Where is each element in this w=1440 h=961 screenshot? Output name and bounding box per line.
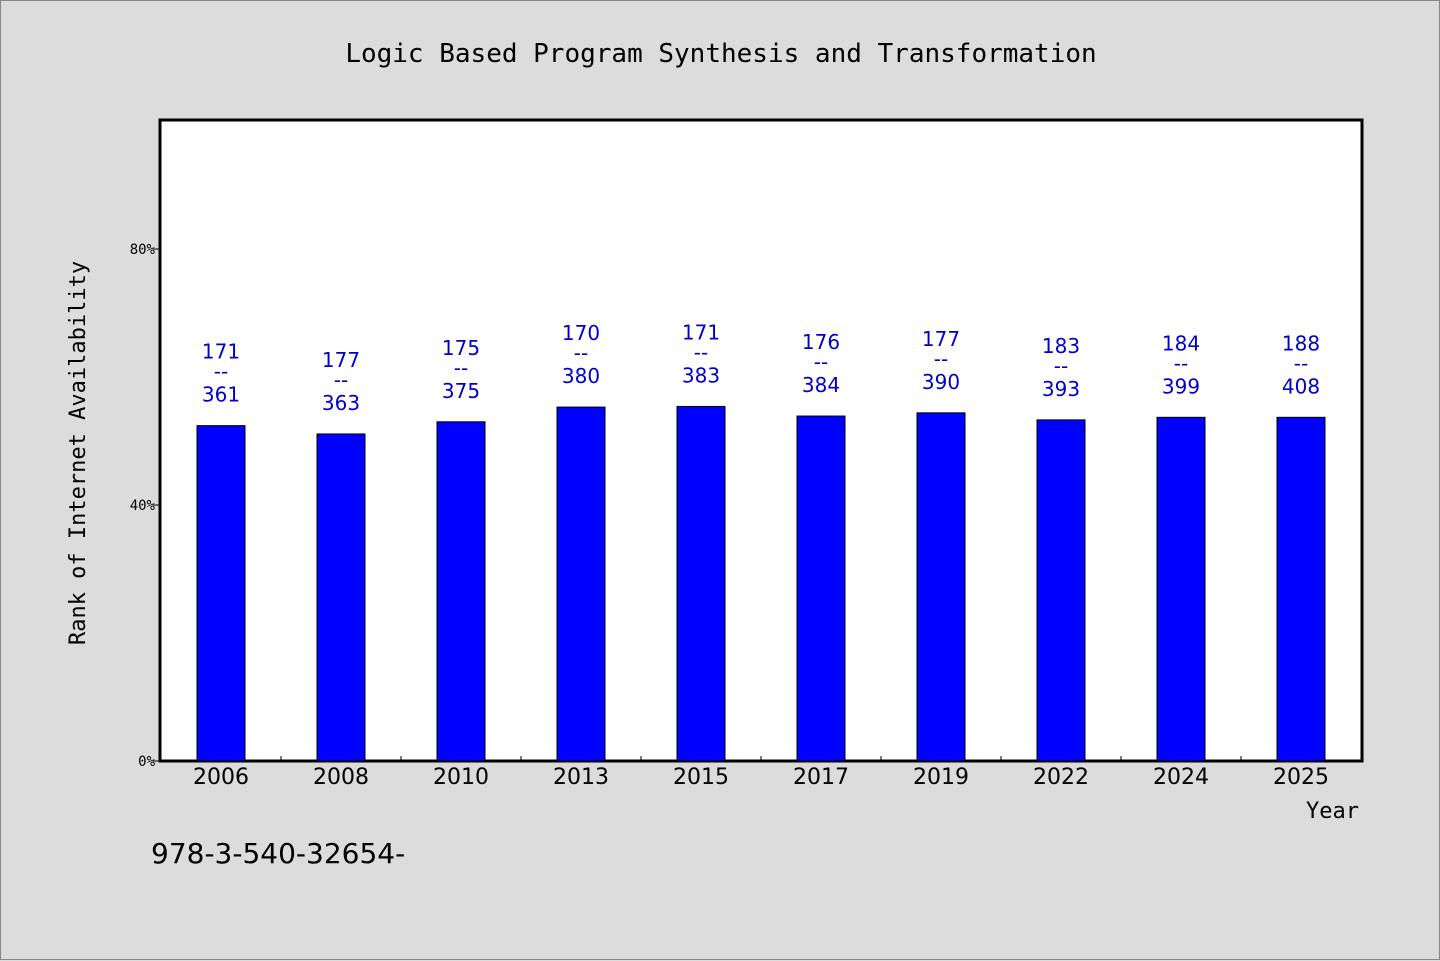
x-tick-label-2025: 2025	[1273, 765, 1329, 790]
bar-2008	[316, 433, 366, 762]
x-axis: 2006 2008 2010 2013 2015 2017 2019 2022 2024 2025	[193, 756, 1329, 790]
bar-label-top-2025: 188	[1282, 331, 1320, 355]
bar-label-top-2015: 171	[682, 320, 720, 344]
bar-label-top-2019: 177	[922, 327, 960, 351]
y-tick-label: 80%	[130, 242, 156, 258]
x-tick-label-2008: 2008	[313, 765, 369, 790]
bar-label-separator-2025: --	[1294, 351, 1308, 375]
bar-2010	[436, 421, 486, 762]
bar-2019	[916, 412, 966, 762]
bar-2025	[1276, 416, 1326, 762]
x-axis-label: Year	[1306, 799, 1359, 824]
y-tick-label: 40%	[130, 498, 156, 514]
bar-label-separator-2015: --	[694, 340, 708, 364]
x-tick-label-2015: 2015	[673, 765, 729, 790]
x-tick-label-2024: 2024	[1153, 765, 1209, 790]
x-tick-label-2019: 2019	[913, 765, 969, 790]
bars-group	[196, 405, 1326, 762]
bar-label-bottom-2013: 380	[562, 364, 600, 388]
bar-label-bottom-2017: 384	[802, 373, 840, 397]
bar-2024	[1156, 416, 1206, 762]
bar-label-separator-2019: --	[934, 347, 948, 371]
isbn-text: 978-3-540-32654-	[151, 837, 405, 870]
bar-label-top-2022: 183	[1042, 334, 1080, 358]
bar-2013	[556, 406, 606, 762]
bar-2006	[196, 425, 246, 762]
bar-label-top-2013: 170	[562, 321, 600, 345]
bar-label-bottom-2024: 399	[1162, 374, 1200, 398]
bar-label-bottom-2015: 383	[682, 363, 720, 387]
bar-label-top-2010: 175	[442, 336, 480, 360]
x-tick-label-2010: 2010	[433, 765, 489, 790]
bar-label-separator-2024: --	[1174, 351, 1188, 375]
bar-label-top-2008: 177	[322, 348, 360, 372]
bar-label-separator-2010: --	[454, 356, 468, 380]
bar-2022	[1036, 419, 1086, 762]
bar-2017	[796, 415, 846, 762]
bar-label-bottom-2019: 390	[922, 370, 960, 394]
x-tick-label-2013: 2013	[553, 765, 609, 790]
bar-label-separator-2006: --	[214, 360, 228, 384]
y-axis-label: Rank of Internet Availability	[66, 261, 91, 645]
bar-label-bottom-2008: 363	[322, 391, 360, 415]
bar-label-bottom-2010: 375	[442, 379, 480, 403]
bar-label-separator-2008: --	[334, 368, 348, 392]
x-tick-label-2017: 2017	[793, 765, 849, 790]
bar-label-top-2006: 171	[202, 340, 240, 364]
chart-title: Logic Based Program Synthesis and Transf…	[345, 39, 1096, 69]
y-tick-label: 0%	[138, 754, 155, 770]
bar-label-bottom-2022: 393	[1042, 377, 1080, 401]
bar-label-top-2024: 184	[1162, 331, 1200, 355]
bar-2015	[676, 405, 726, 762]
y-axis: 0% 40% 80%	[130, 242, 161, 770]
bar-label-bottom-2025: 408	[1282, 374, 1320, 398]
x-tick-label-2006: 2006	[193, 765, 249, 790]
bar-label-bottom-2006: 361	[202, 383, 240, 407]
bar-label-separator-2013: --	[574, 341, 588, 365]
x-tick-label-2022: 2022	[1033, 765, 1089, 790]
bar-label-top-2017: 176	[802, 330, 840, 354]
bar-labels-group: 171--361177--363175--375170--380171--383…	[202, 320, 1320, 415]
bar-label-separator-2017: --	[814, 350, 828, 374]
bar-label-separator-2022: --	[1054, 354, 1068, 378]
